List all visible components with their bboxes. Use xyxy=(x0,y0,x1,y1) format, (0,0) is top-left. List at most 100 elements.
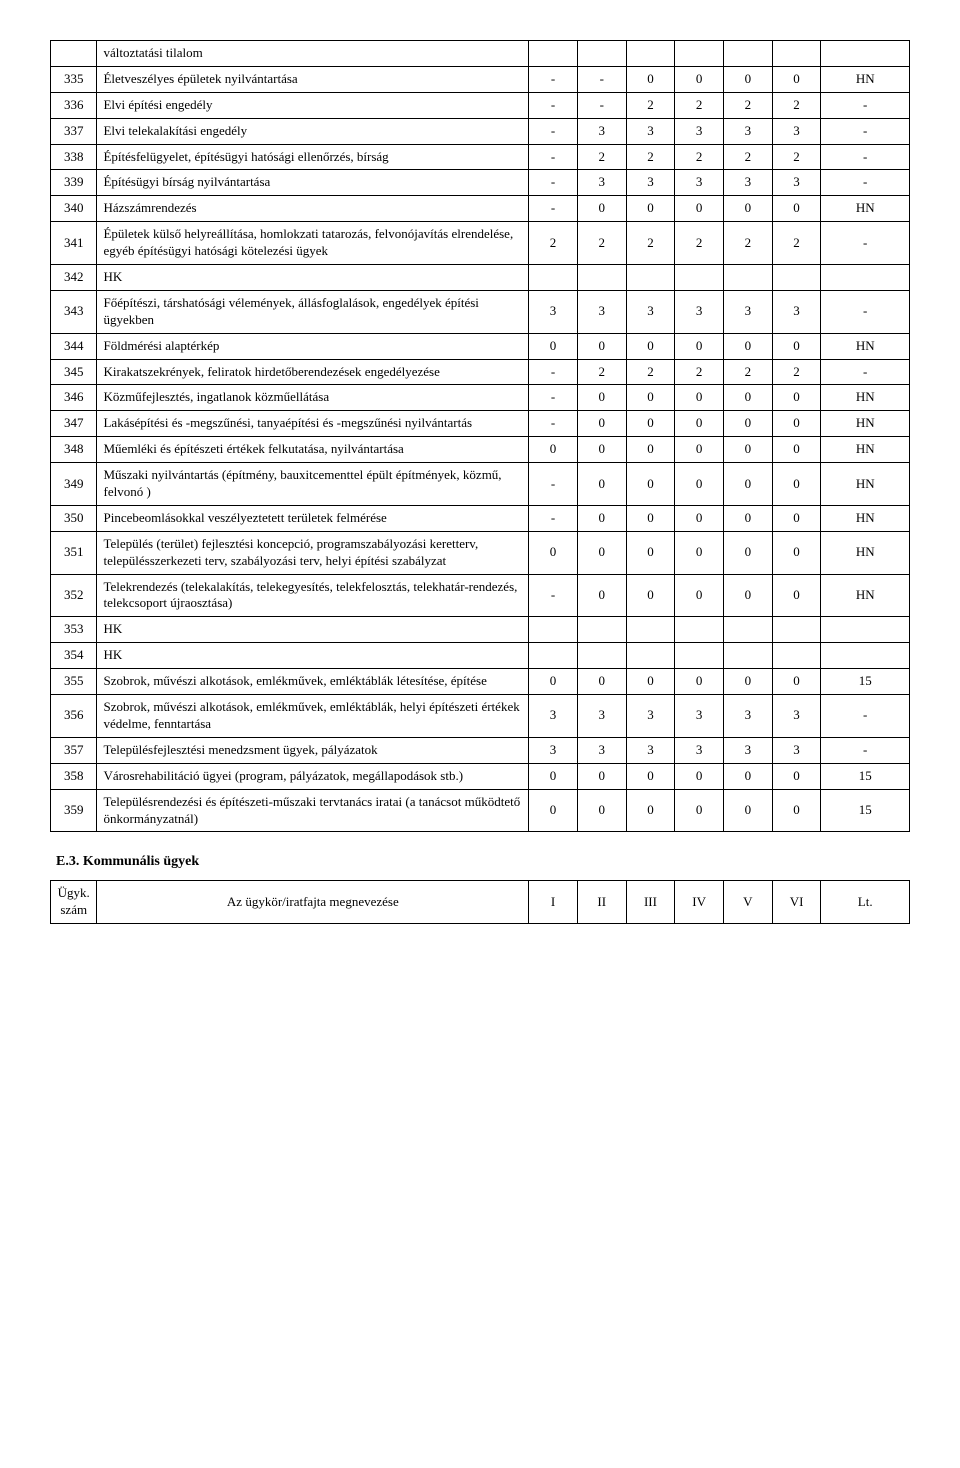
row-code xyxy=(51,41,97,67)
row-val: 3 xyxy=(772,737,821,763)
row-val: 0 xyxy=(772,333,821,359)
row-desc: Szobrok, művészi alkotások, emlékművek, … xyxy=(97,669,529,695)
row-val: 0 xyxy=(772,669,821,695)
row-val: 3 xyxy=(772,170,821,196)
row-val: 0 xyxy=(529,669,578,695)
table-row: 353HK xyxy=(51,617,910,643)
row-desc: HK xyxy=(97,617,529,643)
row-val: 3 xyxy=(724,290,773,333)
row-val: 0 xyxy=(577,411,626,437)
row-val: 3 xyxy=(626,695,675,738)
table-row: 342HK xyxy=(51,265,910,291)
table-row: 344Földmérési alaptérkép000000HN xyxy=(51,333,910,359)
row-val: 2 xyxy=(577,222,626,265)
row-lt xyxy=(821,617,910,643)
row-desc: HK xyxy=(97,265,529,291)
row-val: 3 xyxy=(724,737,773,763)
row-lt: - xyxy=(821,118,910,144)
col-header-i: I xyxy=(529,881,578,924)
row-val: 0 xyxy=(675,763,724,789)
row-code: 358 xyxy=(51,763,97,789)
col-header-iv: IV xyxy=(675,881,724,924)
row-val: - xyxy=(529,574,578,617)
row-val xyxy=(577,41,626,67)
table-row: változtatási tilalom xyxy=(51,41,910,67)
row-val: 2 xyxy=(724,144,773,170)
row-desc: Életveszélyes épületek nyilvántartása xyxy=(97,66,529,92)
row-val: 3 xyxy=(772,118,821,144)
row-val: 0 xyxy=(529,789,578,832)
row-val: 0 xyxy=(724,196,773,222)
table-row: 354HK xyxy=(51,643,910,669)
row-desc: Építésügyi bírság nyilvántartása xyxy=(97,170,529,196)
row-code: 345 xyxy=(51,359,97,385)
row-val: 3 xyxy=(577,290,626,333)
row-val: 0 xyxy=(626,505,675,531)
row-code: 348 xyxy=(51,437,97,463)
row-val: 0 xyxy=(675,385,724,411)
row-lt: - xyxy=(821,144,910,170)
row-val: - xyxy=(529,92,578,118)
row-val: - xyxy=(577,92,626,118)
row-val xyxy=(772,265,821,291)
row-val xyxy=(724,41,773,67)
table-row: 359Településrendezési és építészeti-műsz… xyxy=(51,789,910,832)
table-header-row: Ügyk. szám Az ügykör/iratfajta megnevezé… xyxy=(51,881,910,924)
row-val: - xyxy=(529,144,578,170)
row-lt: - xyxy=(821,170,910,196)
row-lt: 15 xyxy=(821,789,910,832)
row-val xyxy=(626,265,675,291)
row-val: 0 xyxy=(577,763,626,789)
row-val: - xyxy=(529,66,578,92)
row-val: 0 xyxy=(724,763,773,789)
row-val: 3 xyxy=(626,737,675,763)
row-val xyxy=(577,265,626,291)
row-val: 0 xyxy=(626,411,675,437)
row-code: 335 xyxy=(51,66,97,92)
row-val: 0 xyxy=(675,66,724,92)
row-val: 3 xyxy=(772,695,821,738)
row-val xyxy=(675,617,724,643)
row-val xyxy=(626,617,675,643)
row-val: 0 xyxy=(724,411,773,437)
table-row: 350Pincebeomlásokkal veszélyeztetett ter… xyxy=(51,505,910,531)
row-lt: 15 xyxy=(821,669,910,695)
row-val: 0 xyxy=(529,531,578,574)
row-val: 0 xyxy=(675,531,724,574)
row-desc: Városrehabilitáció ügyei (program, pályá… xyxy=(97,763,529,789)
row-val: 3 xyxy=(626,170,675,196)
row-val xyxy=(626,41,675,67)
row-val: 0 xyxy=(724,505,773,531)
row-lt: - xyxy=(821,290,910,333)
row-val: 0 xyxy=(577,669,626,695)
row-code: 357 xyxy=(51,737,97,763)
row-val: 3 xyxy=(529,290,578,333)
row-code: 340 xyxy=(51,196,97,222)
row-val: 0 xyxy=(724,574,773,617)
row-val: 0 xyxy=(626,196,675,222)
section-heading-e3: E.3. Kommunális ügyek xyxy=(56,854,910,870)
row-val xyxy=(724,265,773,291)
col-header-v: V xyxy=(724,881,773,924)
row-desc: Pincebeomlásokkal veszélyeztetett terüle… xyxy=(97,505,529,531)
table-row: 339Építésügyi bírság nyilvántartása-3333… xyxy=(51,170,910,196)
row-val: 0 xyxy=(626,763,675,789)
row-val: 3 xyxy=(675,695,724,738)
row-val xyxy=(529,617,578,643)
row-val: 0 xyxy=(772,196,821,222)
row-code: 341 xyxy=(51,222,97,265)
row-val: 2 xyxy=(724,92,773,118)
row-desc: Szobrok, művészi alkotások, emlékművek, … xyxy=(97,695,529,738)
row-val: 3 xyxy=(772,290,821,333)
row-val: 0 xyxy=(675,333,724,359)
row-val: 0 xyxy=(675,411,724,437)
row-val: 3 xyxy=(724,118,773,144)
row-lt: HN xyxy=(821,531,910,574)
row-val: 0 xyxy=(626,437,675,463)
row-code: 356 xyxy=(51,695,97,738)
row-val xyxy=(675,643,724,669)
row-val: - xyxy=(529,411,578,437)
row-val xyxy=(626,643,675,669)
row-val: 2 xyxy=(772,222,821,265)
row-desc: Elvi építési engedély xyxy=(97,92,529,118)
